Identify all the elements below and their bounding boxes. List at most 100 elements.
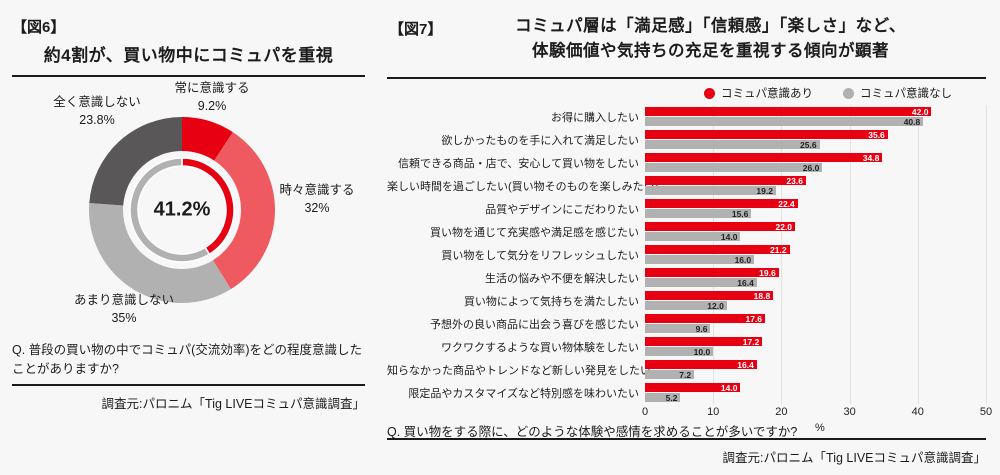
bar-row: 生活の悩みや不便を解決したい 19.6 16.4 [387,266,986,289]
bar-category-label: 生活の悩みや不便を解決したい [485,272,639,285]
fig6-title-rule [12,75,365,77]
fig7-question: Q. 買い物をする際に、どのような体験や感情を求めることが多いですか? [387,425,798,439]
bar-with-comyupa: 34.8 [645,152,883,163]
bar-without-comyupa: 40.8 [645,117,924,126]
bar-chart-rows: お得に購入したい 42.0 40.8 欲しかったものを手に入れて満足したい 35… [387,105,986,404]
bar-without-comyupa: 26.0 [645,162,823,173]
bar-value-label: 25.6 [800,139,817,150]
bar-value-label: 23.6 [786,175,803,186]
bar-without-comyupa: 16.0 [645,254,755,265]
bar-category-label: お得に購入したい [551,111,639,124]
bar-with-comyupa: 23.6 [645,176,806,185]
x-axis-unit: % [815,422,825,434]
fig7-title-rule [387,77,986,79]
fig7-label: 【図7】 [389,21,443,38]
bar-value-label: 34.8 [862,152,880,163]
bar-row: 限定品やカスタマイズなど特別感を味わいたい 14.0 5.2 [387,381,986,404]
bar-chart-axis: 0 10 20 30 40 50 % Q. 買い物をする際に、どのような体験や感情を求める… [387,404,992,439]
bar-with-comyupa: 42.0 [645,107,932,116]
panel-fig7: 【図7】 コミュパ層は「満足感」「信頼感」「楽しさ」など、 体験価値や気持ちの充… [377,0,1000,475]
bar-row: お得に購入したい 42.0 40.8 [387,105,986,128]
donut-center-value: 41.2% [153,198,211,221]
bar-pair: 14.0 5.2 [645,383,986,402]
bar-pair: 35.6 25.6 [645,130,986,149]
donut-chart-svg [88,116,275,303]
donut-segment [88,202,231,303]
donut-label-sometimes: 時々意識する 32% [279,183,355,216]
bar-row: 買い物をして気分をリフレッシュしたい 21.2 16.0 [387,243,986,266]
donut-label-rarely: あまり意識しない 35% [73,293,175,326]
bar-row: 欲しかったものを手に入れて満足したい 35.6 25.6 [387,128,986,151]
bar-row: 買い物を通じて充実感や満足感を感じたい 22.0 14.0 [387,220,986,243]
legend-dot-red-icon [704,87,715,99]
bar-without-comyupa: 5.2 [645,392,681,403]
bar-with-comyupa: 22.0 [645,221,796,232]
bar-value-label: 19.6 [759,267,776,278]
bar-category-label: ワクワクするような買い物体験をしたい [441,341,639,354]
axis-tick-label: 30 [843,406,856,418]
legend-dot-gray-icon [843,87,854,99]
bar-without-comyupa: 10.0 [645,346,714,357]
fig7-header: 【図7】 コミュパ層は「満足感」「信頼感」「楽しさ」など、 体験価値や気持ちの充… [387,12,986,70]
bar-category-label: 予想外の良い商品に出会う喜びを感じたい [430,318,639,331]
fig6-label: 【図6】 [12,19,66,36]
bar-value-label: 14.0 [720,382,738,393]
bar-pair: 42.0 40.8 [645,107,986,126]
legend-item-with: コミュパ意識あり [704,85,813,101]
bar-row: ワクワクするような買い物体験をしたい 17.2 10.0 [387,335,986,358]
bar-chart: お得に購入したい 42.0 40.8 欲しかったものを手に入れて満足したい 35… [387,105,987,404]
bar-pair: 22.0 14.0 [645,222,986,241]
bar-value-label: 7.2 [679,369,692,380]
bar-value-label: 14.0 [720,231,738,242]
donut-label-never: 全く意識しない 23.8% [53,95,141,128]
bar-value-label: 9.6 [695,323,708,334]
donut-segment [129,157,211,263]
bar-pair: 17.6 9.6 [645,314,986,333]
gridline [849,105,851,404]
bar-pair: 18.8 12.0 [645,291,986,310]
gridline [713,105,715,404]
fig7-footer-rule [387,438,986,440]
axis-tick-label: 40 [911,406,924,418]
bar-category-label: 欲しかったものを手に入れて満足したい [441,134,639,147]
bar-value-label: 10.0 [693,346,711,357]
bar-category-label: 信頼できる商品・店で、安心して買い物をしたい [397,157,639,170]
bar-value-label: 16.4 [737,359,754,370]
fig7-title: コミュパ層は「満足感」「信頼感」「楽しさ」など、 体験価値や気持ちの充足を重視す… [515,17,906,60]
bar-row: 楽しい時間を過ごしたい(買い物そのものを楽しみたい) 23.6 19.2 [387,174,986,197]
bar-row: 買い物によって気持ちを満たしたい 18.8 12.0 [387,289,986,312]
bar-pair: 23.6 19.2 [645,176,986,195]
bar-value-label: 26.0 [802,162,820,173]
panel-fig6: 【図6】 約4割が、買い物中にコミュパを重視 常に意識する 9.2% 時々意識す… [0,0,377,475]
bar-row: 知らなかった商品やトレンドなど新しい発見をしたい 16.4 7.2 [387,358,986,381]
bar-without-comyupa: 14.0 [645,231,741,242]
legend-item-without: コミュパ意識なし [843,85,952,101]
gridline [986,105,987,404]
bar-value-label: 19.2 [756,185,773,196]
bar-category-label: 楽しい時間を過ごしたい(買い物そのものを楽しみたい) [387,180,659,193]
bar-with-comyupa: 14.0 [645,382,741,393]
bar-category-label: 限定品やカスタマイズなど特別感を味わいたい [408,387,639,400]
bar-row: 品質やデザインにこだわりたい 22.4 15.6 [387,197,986,220]
bar-with-comyupa: 19.6 [645,268,779,277]
bar-pair: 17.2 10.0 [645,337,986,356]
bar-category-label: 買い物をして気分をリフレッシュしたい [441,249,639,262]
bar-pair: 22.4 15.6 [645,199,986,218]
bar-category-label: 買い物を通じて充実感や満足感を感じたい [430,226,639,239]
fig7-source: 調査元:パロニム「Tig LIVEコミュパ意識調査」 [722,451,986,465]
bar-chart-legend: コミュパ意識あり コミュパ意識なし [387,79,986,105]
bar-value-label: 5.2 [665,392,678,403]
bar-value-label: 15.6 [731,208,749,219]
gridline [781,105,783,404]
fig6-title: 約4割が、買い物中にコミュパを重視 [43,46,334,65]
donut-segment [212,132,275,290]
bar-value-label: 22.0 [775,221,793,232]
bar-without-comyupa: 9.6 [645,323,711,334]
bar-without-comyupa: 19.2 [645,186,776,195]
bar-category-label: 知らなかった商品やトレンドなど新しい発見をしたい [387,364,651,377]
bar-with-comyupa: 16.4 [645,360,757,369]
bar-value-label: 16.0 [734,254,752,265]
fig6-question: Q. 普段の買い物の中でコミュパ(交流効率)をどの程度意識したことがありますか? [12,343,362,376]
bar-category-label: 品質やデザインにこだわりたい [485,203,639,216]
bar-without-comyupa: 16.4 [645,278,757,287]
